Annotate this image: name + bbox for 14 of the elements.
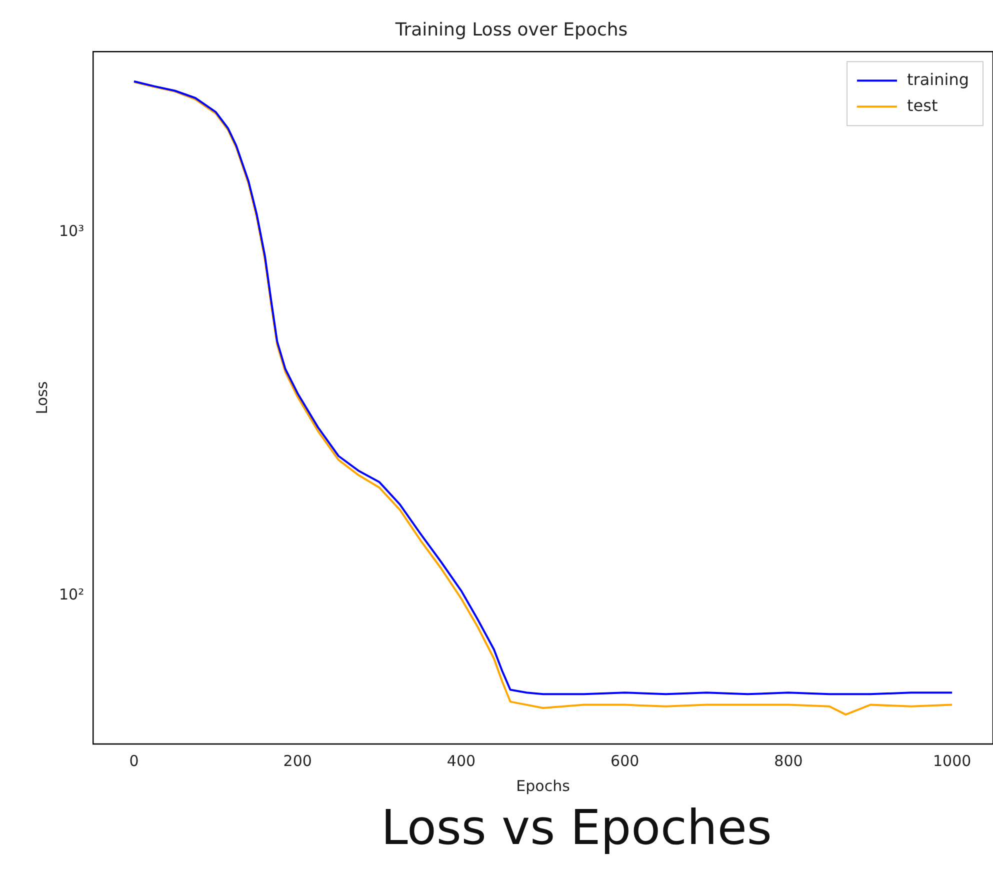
text: Loss vs Epoches <box>380 800 773 856</box>
y-tick-label: 10³ <box>58 222 84 240</box>
x-tick-label: 0 <box>129 752 139 770</box>
x-tick-label: 200 <box>283 752 312 770</box>
y-tick-label: 10² <box>58 585 84 604</box>
x-tick-label: 400 <box>446 752 476 770</box>
x-tick-label: 800 <box>774 752 803 770</box>
x-tick-label: 1000 <box>933 752 972 770</box>
x-tick-label: 600 <box>610 752 640 770</box>
chart-title: Training Loss over Epochs <box>394 19 628 40</box>
y-axis-title: Loss <box>32 381 51 414</box>
x-axis-title: Epochs <box>516 776 570 795</box>
legend-label: test <box>907 96 938 115</box>
legend-label: training <box>907 70 969 89</box>
